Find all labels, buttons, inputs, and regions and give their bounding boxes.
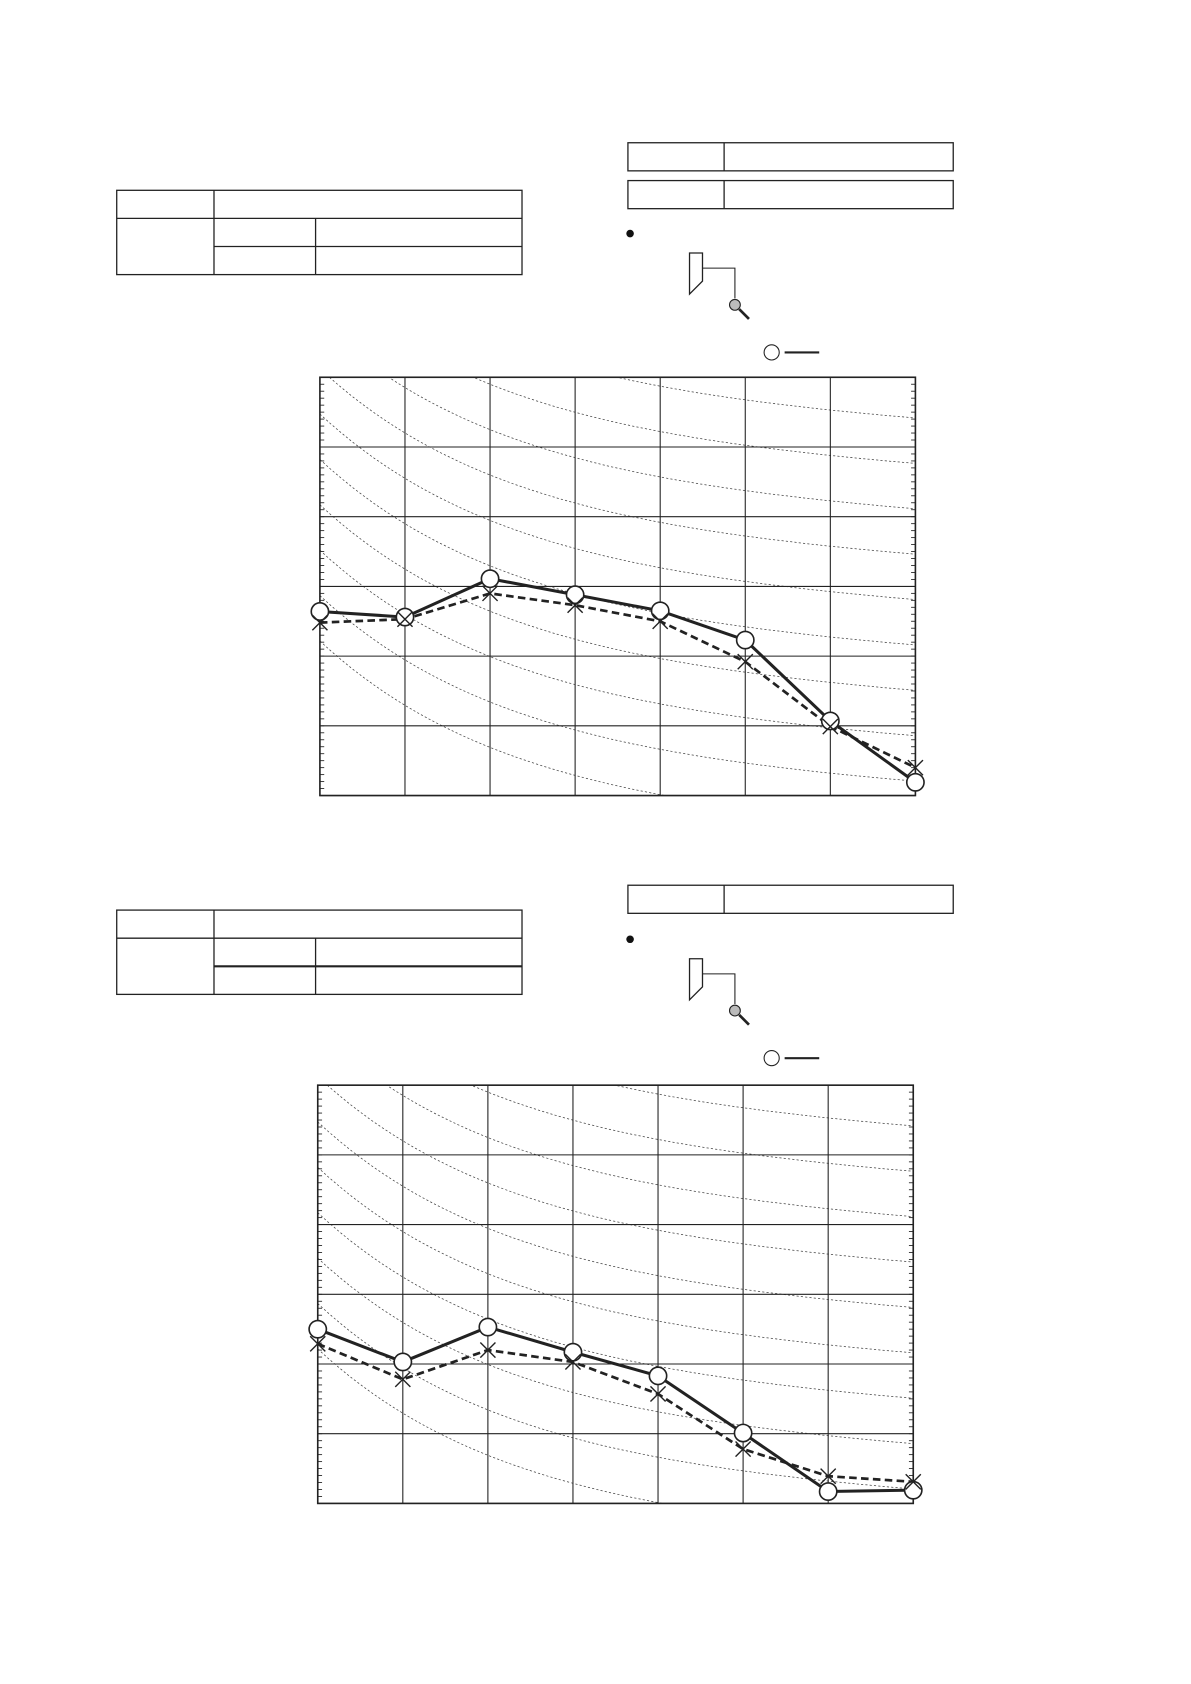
reference-curve — [320, 142, 914, 327]
data-point — [567, 597, 584, 614]
reference-curve — [328, 377, 915, 555]
data-point — [480, 569, 500, 589]
series-line — [319, 592, 916, 769]
data-point — [394, 1371, 411, 1388]
reference-curve — [318, 895, 912, 1080]
table — [627, 179, 954, 210]
data-point — [733, 1423, 753, 1443]
legend-marker — [763, 1050, 780, 1067]
reference-curve — [318, 850, 912, 1035]
bullet — [626, 229, 634, 238]
reference-curves — [317, 804, 913, 1504]
reference-curves — [319, 96, 915, 796]
table — [627, 142, 954, 172]
unit-icon — [702, 267, 736, 299]
reference-curve — [317, 1348, 665, 1504]
unit-icon — [688, 958, 704, 1002]
data-point — [565, 585, 585, 605]
data-point — [563, 1342, 583, 1362]
data-point — [393, 1352, 413, 1372]
data-point — [905, 1473, 922, 1490]
reference-curve — [319, 459, 915, 646]
table — [627, 884, 954, 914]
reference-curve — [319, 595, 915, 782]
data-point — [903, 1480, 923, 1500]
data-point — [648, 1366, 668, 1386]
data-point — [820, 1468, 837, 1485]
reference-curve — [319, 413, 915, 600]
data-point — [737, 653, 754, 670]
reference-curve — [318, 804, 912, 989]
reference-curve — [319, 504, 915, 691]
data-point — [564, 1353, 582, 1370]
legend-marker — [763, 344, 780, 361]
data-point — [652, 613, 669, 630]
unit-icon — [702, 973, 736, 1005]
data-point — [822, 718, 839, 735]
data-point — [650, 601, 670, 621]
data-point — [310, 602, 330, 621]
data-point — [818, 1482, 838, 1502]
reference-curve — [320, 187, 914, 372]
measurement-icons — [626, 229, 820, 1067]
data-point — [478, 1317, 498, 1337]
data-point — [735, 630, 755, 650]
microphone-icon — [728, 298, 741, 311]
spec-tables — [116, 142, 954, 996]
chart — [310, 96, 925, 797]
data-point — [396, 611, 414, 628]
reference-curve — [613, 1085, 913, 1127]
data-point — [905, 772, 925, 792]
data-point — [649, 1385, 667, 1403]
bullet — [626, 935, 634, 944]
microphone-icon — [738, 308, 750, 320]
data-point — [395, 607, 415, 627]
reference-curve — [470, 1085, 913, 1172]
chart — [308, 804, 923, 1505]
table — [116, 909, 523, 996]
series-line — [317, 1325, 914, 1494]
reference-curve — [317, 1212, 913, 1399]
data-point — [907, 759, 924, 776]
reference-curve — [326, 1085, 913, 1263]
reference-curve — [320, 96, 914, 281]
reference-curve — [317, 1303, 913, 1490]
reference-curve — [388, 377, 915, 510]
reference-curve — [472, 377, 915, 464]
reference-curve — [317, 1121, 913, 1308]
data-point — [311, 614, 328, 631]
data-point — [820, 711, 840, 731]
reference-curve — [317, 1257, 913, 1444]
reference-curve — [385, 1085, 913, 1217]
series-line — [317, 1342, 914, 1484]
table — [116, 189, 523, 276]
series-line — [319, 577, 917, 784]
data-point — [308, 1319, 328, 1339]
data-point — [479, 1342, 496, 1359]
reference-curve — [317, 1167, 913, 1354]
reference-curve — [319, 640, 667, 796]
data-point — [481, 585, 499, 602]
reference-curve — [319, 549, 915, 737]
microphone-icon — [738, 1013, 750, 1026]
plot-frame — [316, 1084, 915, 1505]
unit-icon — [688, 252, 704, 296]
microphone-icon — [728, 1004, 741, 1017]
data-point — [309, 1335, 326, 1352]
reference-curve — [615, 377, 915, 419]
plot-frame — [319, 376, 917, 797]
data-point — [735, 1440, 752, 1458]
